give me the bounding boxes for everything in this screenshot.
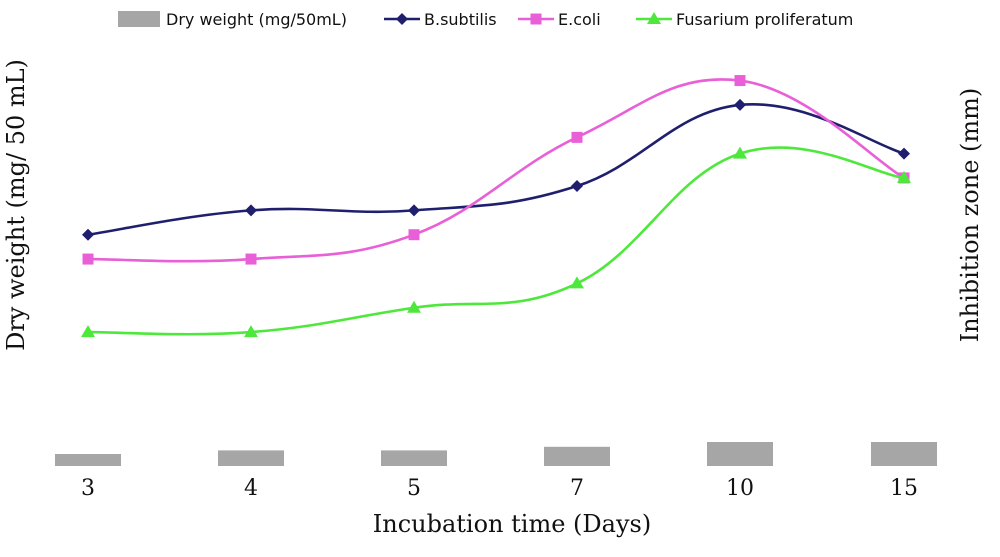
x-tick-label-5: 5 <box>407 476 421 501</box>
point-fusarium-proliferatum-15 <box>897 170 911 183</box>
point-b-subtilis-7 <box>571 180 583 193</box>
legend-marker <box>396 13 408 25</box>
legend-label: E.coli <box>558 10 601 29</box>
point-e-coli-7 <box>571 131 583 143</box>
point-e-coli-5 <box>408 229 420 241</box>
point-fusarium-proliferatum-4 <box>244 325 258 338</box>
x-tick-label-15: 15 <box>890 476 918 501</box>
point-b-subtilis-5 <box>408 204 420 217</box>
x-tick-label-10: 10 <box>726 476 754 501</box>
point-b-subtilis-3 <box>82 228 94 241</box>
x-axis-title: Incubation time (Days) <box>373 510 651 538</box>
x-tick-label-4: 4 <box>244 476 258 501</box>
x-tick-label-3: 3 <box>81 476 95 501</box>
line-series-group <box>81 75 911 338</box>
point-b-subtilis-10 <box>734 98 746 111</box>
point-e-coli-10 <box>734 75 746 87</box>
legend-label: B.subtilis <box>424 10 497 29</box>
bar-7 <box>544 446 610 466</box>
legend-item-e-coli: E.coli <box>518 10 601 29</box>
series-fusarium-proliferatum <box>81 146 911 338</box>
point-b-subtilis-4 <box>245 204 257 217</box>
point-fusarium-proliferatum-5 <box>407 300 421 313</box>
legend-marker <box>647 12 661 24</box>
bar-4 <box>218 450 284 466</box>
legend: Dry weight (mg/50mL) B.subtilis E.coli Fusa… <box>118 10 853 29</box>
y-axis-title-left: Dry weight (mg/ 50 mL) <box>2 59 30 351</box>
line-e-coli <box>87 78 905 263</box>
bar-15 <box>871 442 937 466</box>
series-b-subtilis <box>82 98 910 241</box>
point-fusarium-proliferatum-7 <box>570 276 584 289</box>
legend-item-b-subtilis: B.subtilis <box>384 10 497 29</box>
bar-10 <box>707 442 773 466</box>
legend-item-fusarium-proliferatum: Fusarium proliferatum <box>636 10 853 29</box>
y-axis-title-right: Inhibition zone (mm) <box>956 88 984 343</box>
legend-marker <box>530 13 542 25</box>
series-e-coli <box>82 75 910 265</box>
legend-swatch <box>118 11 160 27</box>
point-fusarium-proliferatum-3 <box>81 325 95 338</box>
point-e-coli-3 <box>82 253 94 265</box>
bar-3 <box>55 454 121 466</box>
line-fusarium-proliferatum <box>87 146 905 336</box>
bar-series <box>55 442 937 466</box>
x-tick-label-7: 7 <box>570 476 584 501</box>
point-b-subtilis-15 <box>898 147 910 160</box>
x-tick-labels: 3 4 5 7 10 15 <box>81 476 918 501</box>
bar-5 <box>381 450 447 466</box>
legend-label: Dry weight (mg/50mL) <box>166 10 347 29</box>
line-b-subtilis <box>87 102 905 237</box>
legend-item-dry-weight-mg-50ml: Dry weight (mg/50mL) <box>118 10 347 29</box>
legend-label: Fusarium proliferatum <box>676 10 853 29</box>
point-fusarium-proliferatum-10 <box>733 146 747 159</box>
point-e-coli-4 <box>245 253 257 265</box>
